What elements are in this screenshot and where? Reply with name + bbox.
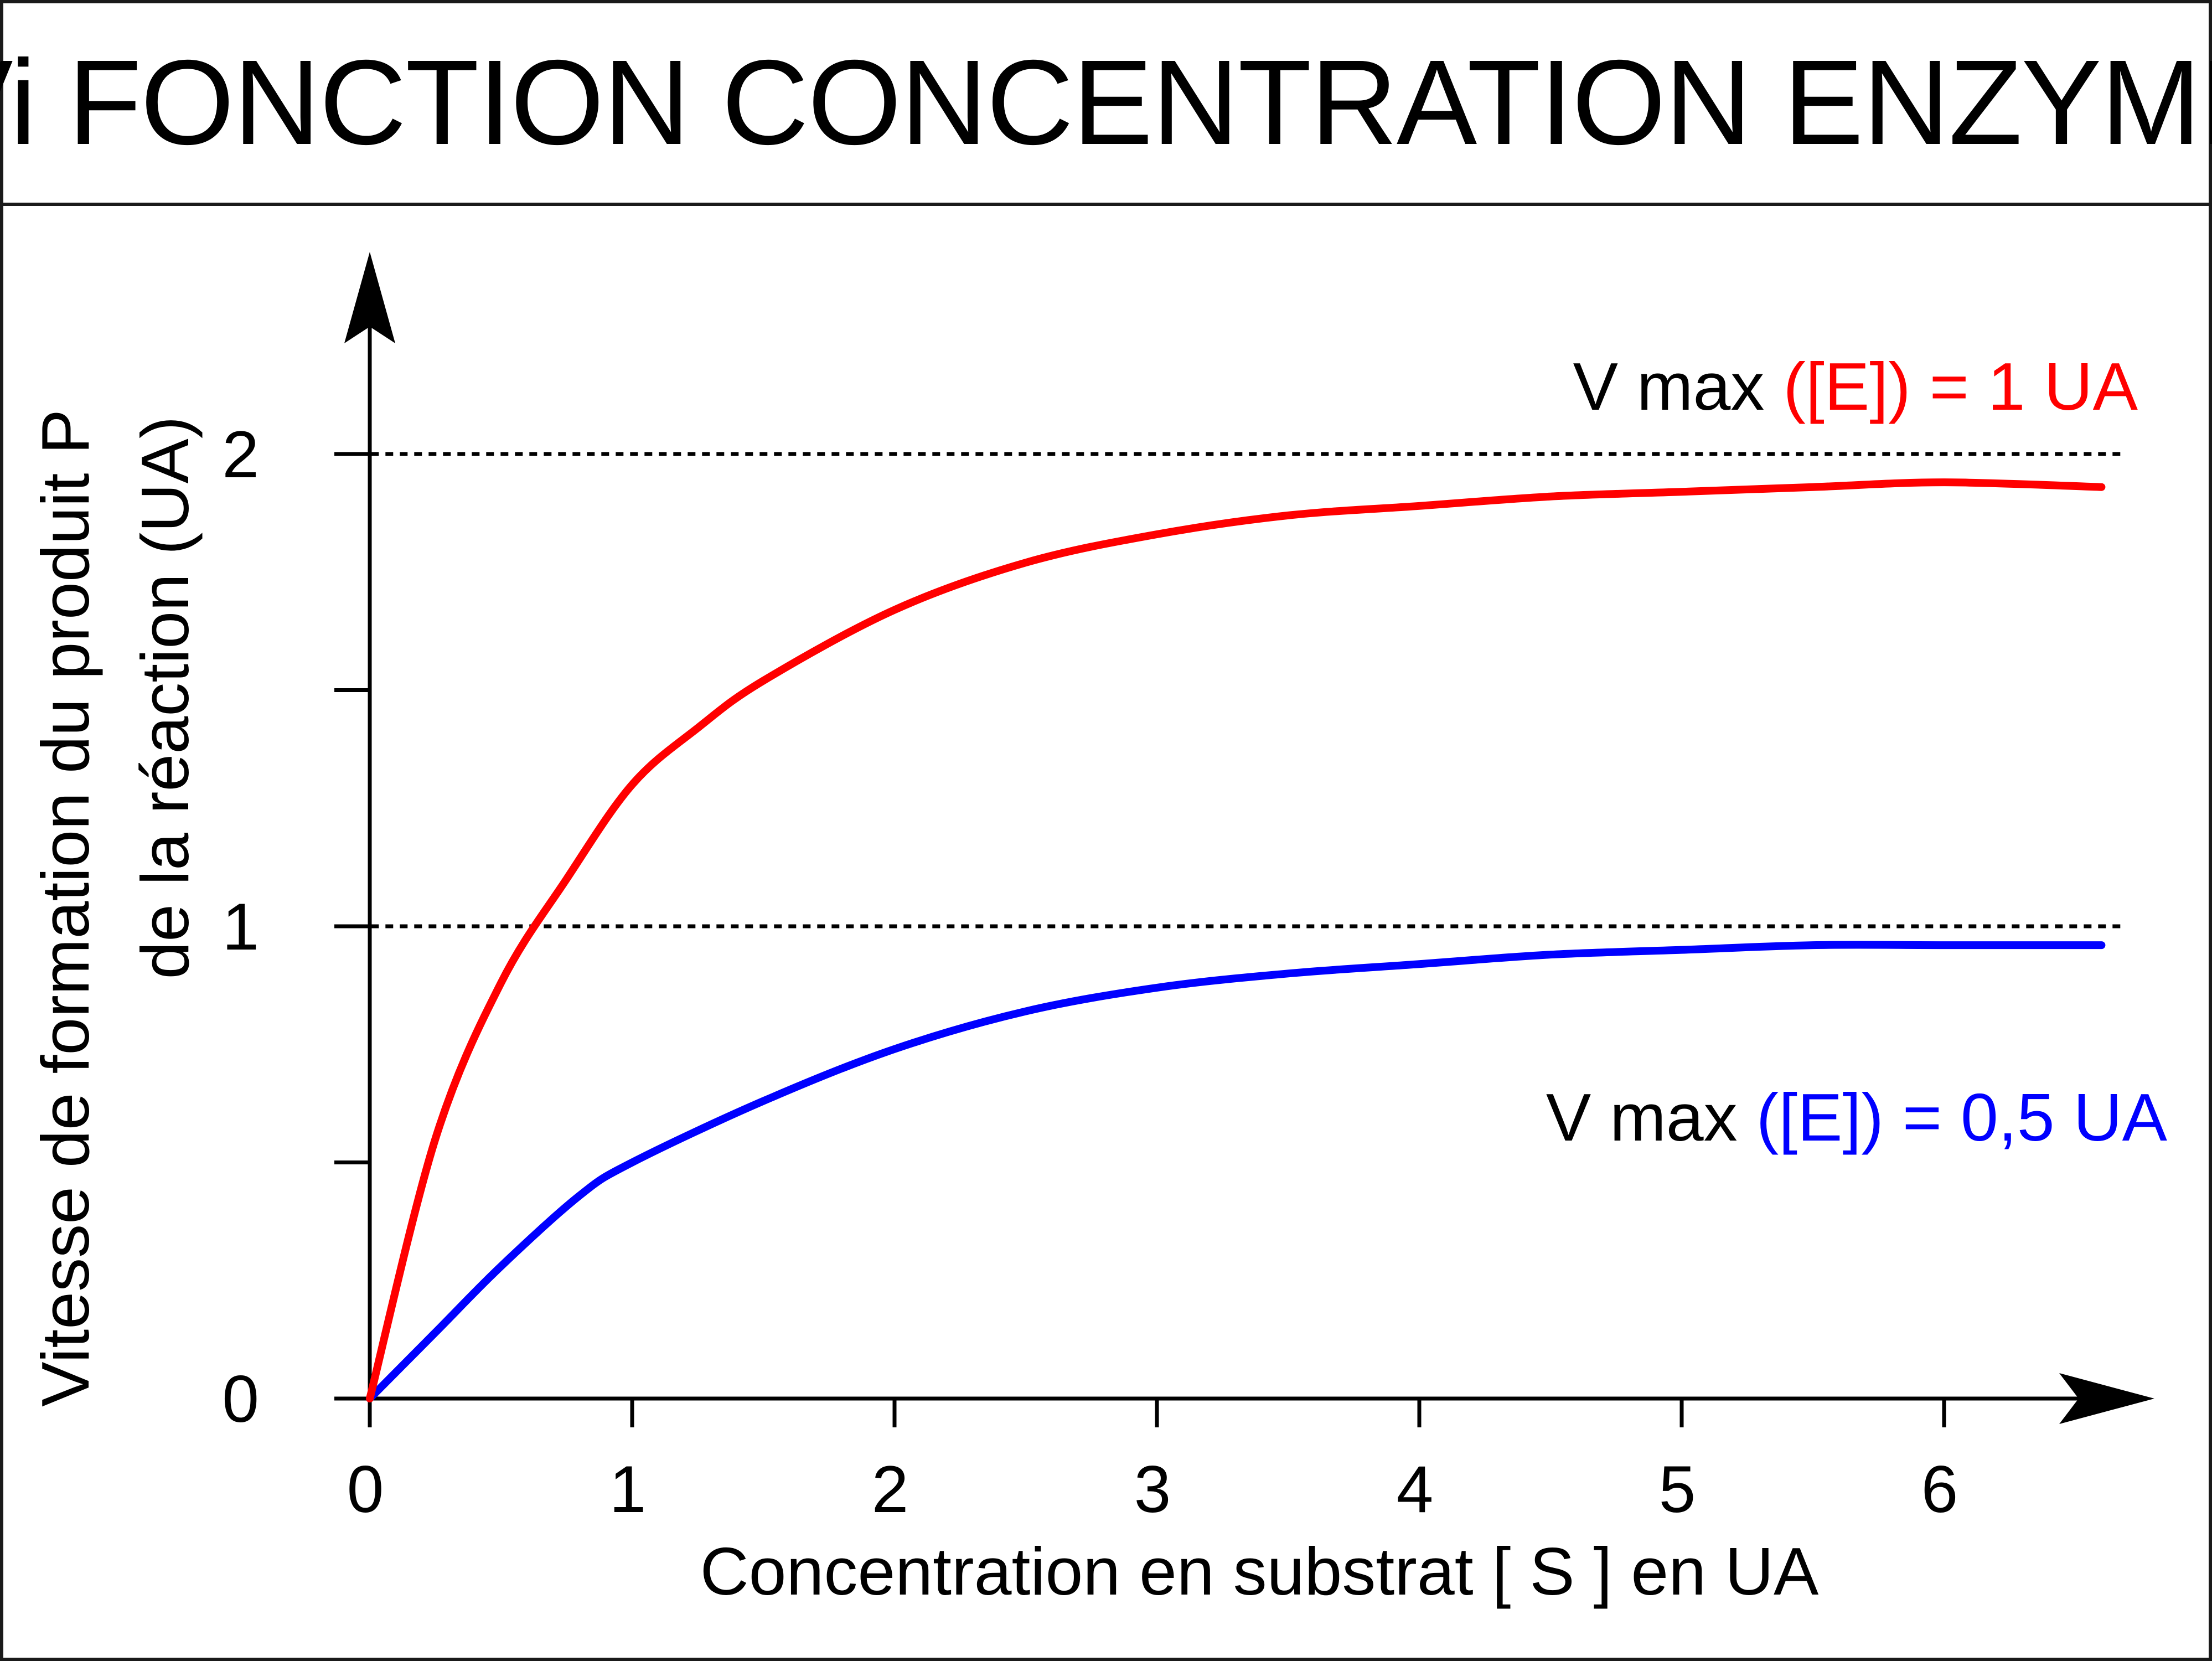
- y-tick-label: 0: [222, 1362, 259, 1436]
- series-line-red: [366, 478, 2106, 1402]
- reference-lines: [356, 452, 2121, 928]
- vmax-label-red: V max ([E]) = 1 UA: [1573, 349, 2138, 424]
- vmax-label-blue: V max ([E]) = 0,5 UA: [1546, 1080, 2168, 1155]
- vmax-prefix: V max: [1573, 349, 1784, 424]
- annotations: V max ([E]) = 1 UAV max ([E]) = 0,5 UA: [1546, 349, 2168, 1155]
- vmax-value: ([E]) = 1 UA: [1783, 349, 2138, 424]
- title-bar: Vi FONCTION CONCENTRATION ENZYME: [0, 3, 2212, 206]
- y-axis-title-line2: de la réaction (UA): [127, 416, 203, 979]
- x-tick-label: 1: [609, 1452, 647, 1526]
- x-tick-label: 0: [347, 1452, 384, 1526]
- y-tick-label: 1: [222, 890, 259, 964]
- axes: [334, 252, 2154, 1427]
- chart-title: Vi FONCTION CONCENTRATION ENZYME: [0, 35, 2212, 170]
- series-layer: [366, 478, 2106, 1402]
- y-axis-arrow: [344, 252, 395, 343]
- x-tick-label: 4: [1397, 1452, 1434, 1526]
- x-axis-arrow: [2059, 1373, 2154, 1424]
- vmax-prefix: V max: [1546, 1080, 1756, 1155]
- y-axis-title-line1: Vitesse de formation du produit P: [28, 409, 103, 1407]
- x-tick-label: 2: [872, 1452, 909, 1526]
- x-tick-label: 6: [1921, 1452, 1958, 1526]
- series-line-blue: [366, 941, 2106, 1402]
- y-tick-label: 2: [222, 417, 259, 492]
- vmax-value: ([E]) = 0,5 UA: [1756, 1080, 2168, 1155]
- x-axis-title: Concentration en substrat [ S ] en UA: [700, 1534, 1819, 1609]
- x-tick-label: 5: [1659, 1452, 1696, 1526]
- x-tick-label: 3: [1134, 1452, 1171, 1526]
- axis-labels: 0 1 2 3 4 5 6 0 1 2 Concentration en substrat [ S …: [28, 409, 1958, 1609]
